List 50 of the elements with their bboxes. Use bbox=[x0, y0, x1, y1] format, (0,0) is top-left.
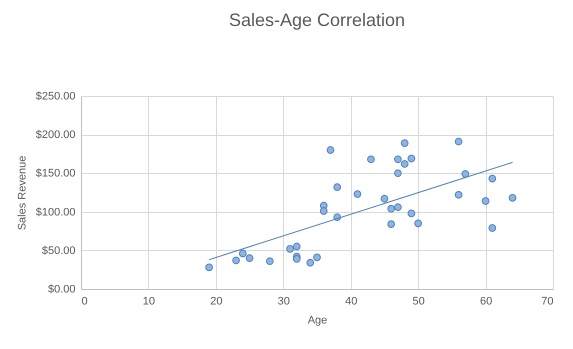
point bbox=[387, 204, 396, 213]
point bbox=[286, 245, 294, 253]
point bbox=[461, 170, 470, 178]
x-tick-label: 30 bbox=[278, 296, 290, 308]
point bbox=[408, 154, 416, 162]
point bbox=[380, 194, 388, 203]
point bbox=[205, 264, 213, 272]
point bbox=[394, 203, 402, 212]
point bbox=[266, 257, 274, 266]
point bbox=[320, 207, 328, 215]
point bbox=[400, 139, 409, 147]
y-tick-label: $0.00 bbox=[48, 284, 76, 296]
y-tick-label: $250.00 bbox=[36, 90, 76, 102]
point bbox=[232, 256, 240, 264]
point bbox=[333, 183, 342, 191]
point bbox=[394, 155, 402, 164]
point bbox=[394, 169, 402, 178]
y-tick-label: $200.00 bbox=[36, 129, 76, 142]
y-axis-title: Sales Revenue bbox=[16, 156, 29, 230]
x-tick-label: 70 bbox=[541, 296, 554, 308]
y-tick-label: $150.00 bbox=[36, 168, 76, 180]
point bbox=[454, 138, 462, 146]
y-tick-label: $100.00 bbox=[36, 206, 76, 218]
y-tick-label: $50.00 bbox=[42, 244, 76, 257]
x-tick-label: 0 bbox=[82, 296, 88, 308]
point bbox=[387, 220, 396, 228]
point bbox=[292, 242, 301, 250]
x-tick-label: 10 bbox=[142, 296, 156, 308]
point bbox=[313, 254, 321, 262]
point bbox=[508, 194, 516, 202]
point bbox=[354, 190, 362, 198]
point bbox=[306, 258, 314, 267]
point bbox=[488, 174, 496, 182]
x-tick-label: 50 bbox=[412, 296, 425, 308]
point bbox=[246, 254, 254, 262]
point bbox=[488, 224, 496, 232]
x-tick-label: 40 bbox=[345, 296, 358, 308]
point bbox=[292, 255, 301, 263]
chart-title: Sales-Age Correlation bbox=[228, 10, 406, 30]
x-axis-title: Age bbox=[308, 314, 328, 326]
point bbox=[400, 160, 409, 168]
point bbox=[482, 197, 490, 205]
point bbox=[367, 155, 375, 164]
point bbox=[408, 209, 416, 218]
point bbox=[454, 190, 462, 199]
point bbox=[326, 146, 334, 154]
point bbox=[238, 250, 247, 258]
point bbox=[414, 220, 422, 228]
x-tick-label: 60 bbox=[480, 296, 492, 308]
x-tick-label: 20 bbox=[210, 296, 222, 308]
